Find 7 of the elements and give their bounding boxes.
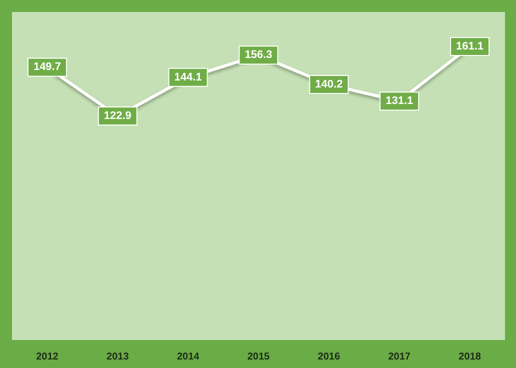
x-tick-label: 2012 [36,352,59,362]
x-tick-label: 2016 [318,352,340,362]
x-tick-label: 2013 [106,352,130,362]
x-tick-label: 2015 [247,352,270,362]
x-tick-label: 2018 [458,352,482,362]
x-tick-label: 2017 [388,352,411,362]
x-tick-label: 2014 [176,352,200,362]
